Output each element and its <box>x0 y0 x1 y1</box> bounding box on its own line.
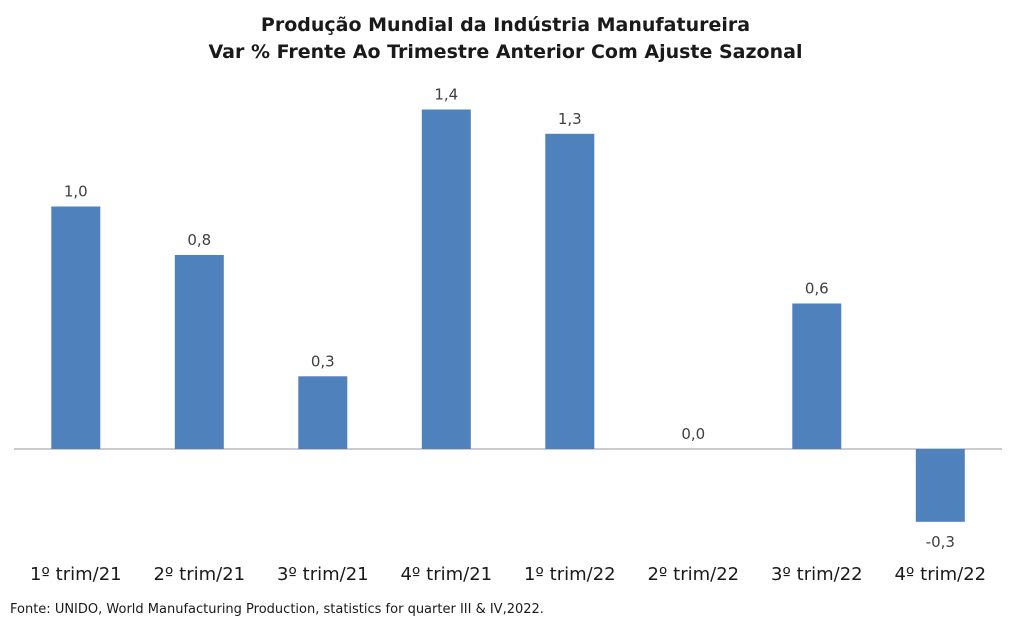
bar-3 <box>298 376 348 450</box>
chart-subtitle: Var % Frente Ao Trimestre Anterior Com A… <box>208 41 803 63</box>
category-label-6: 2º trim/22 <box>647 564 739 585</box>
data-label-1: 1,0 <box>64 183 88 201</box>
data-label-7: 0,6 <box>805 280 829 298</box>
category-label-7: 3º trim/22 <box>771 564 863 585</box>
bar-2 <box>174 255 224 449</box>
data-label-3: 0,3 <box>311 352 335 370</box>
data-label-8: -0,3 <box>926 533 955 551</box>
bar-8 <box>915 449 965 522</box>
source-note: Fonte: UNIDO, World Manufacturing Produc… <box>10 602 544 617</box>
category-label-8: 4º trim/22 <box>894 564 986 585</box>
data-label-6: 0,0 <box>681 425 705 443</box>
data-label-4: 1,4 <box>434 86 458 104</box>
data-label-5: 1,3 <box>558 110 582 128</box>
category-label-5: 1º trim/22 <box>524 564 616 585</box>
chart-title: Produção Mundial da Indústria Manufature… <box>0 12 1011 66</box>
category-label-1: 1º trim/21 <box>30 564 122 585</box>
bar-4 <box>421 109 471 449</box>
category-label-3: 3º trim/21 <box>277 564 369 585</box>
bar-5 <box>545 133 595 450</box>
category-label-4: 4º trim/21 <box>400 564 492 585</box>
bar-7 <box>792 303 842 449</box>
category-label-2: 2º trim/21 <box>153 564 245 585</box>
bar-1 <box>51 206 101 449</box>
chart-title-line1: Produção Mundial da Indústria Manufature… <box>260 14 751 36</box>
bar-chart: 1,0 1º trim/21 0,8 2º trim/21 0,3 3º trim/21 1… <box>14 86 1002 585</box>
data-label-2: 0,8 <box>187 231 211 249</box>
